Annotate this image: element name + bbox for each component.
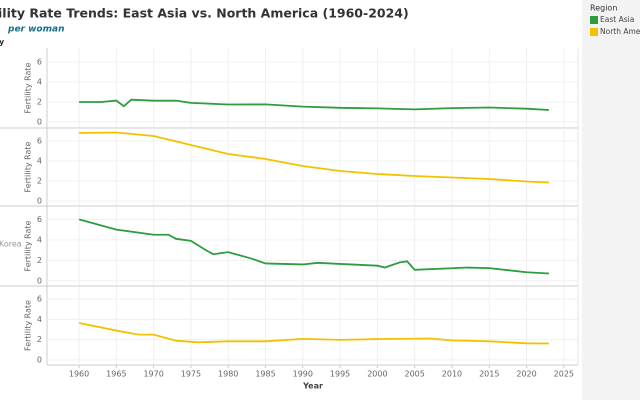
y-tick-label: 4 xyxy=(37,235,42,244)
title: ility Rate Trends: East Asia vs. North A… xyxy=(0,6,409,21)
line-series xyxy=(78,218,549,275)
y-axis-title: Fertility Rate xyxy=(24,62,33,113)
x-tick-label: 2025 xyxy=(554,370,574,379)
y-tick-label: 6 xyxy=(37,215,42,224)
y-axis-title: Fertility Rate xyxy=(24,220,33,271)
y-tick-label: 0 xyxy=(37,197,42,206)
x-tick-label: 2005 xyxy=(404,370,424,379)
x-tick-label: 2000 xyxy=(367,370,387,379)
y-tick-label: 0 xyxy=(37,355,42,364)
y-tick-label: 2 xyxy=(37,256,42,265)
y-axis-title: Fertility Rate xyxy=(24,141,33,192)
row-label: Korea xyxy=(0,240,22,249)
y-tick-label: 6 xyxy=(37,295,42,304)
x-tick-label: 1965 xyxy=(106,370,126,379)
y-axis-title: Fertility Rate xyxy=(24,300,33,351)
line-series xyxy=(79,98,549,111)
x-tick-label: 2010 xyxy=(442,370,462,379)
x-tick-label: 1975 xyxy=(181,370,201,379)
legend-panel xyxy=(582,0,640,400)
x-tick-label: 1995 xyxy=(330,370,350,379)
y-tick-label: 2 xyxy=(37,335,42,344)
line-series xyxy=(79,131,549,184)
y-tick-label: 4 xyxy=(37,315,42,324)
x-tick-label: 1985 xyxy=(255,370,275,379)
line-series xyxy=(78,322,549,345)
row-header: y xyxy=(0,38,5,47)
x-axis-title: Year xyxy=(302,382,323,391)
x-tick-label: 1980 xyxy=(218,370,238,379)
y-tick-label: 0 xyxy=(37,276,42,285)
x-tick-label: 1960 xyxy=(69,370,89,379)
subtitle: per woman xyxy=(7,25,64,35)
x-tick-label: 1990 xyxy=(293,370,313,379)
y-tick-label: 6 xyxy=(37,58,42,67)
legend-swatch xyxy=(590,16,598,24)
x-tick-label: 2015 xyxy=(479,370,499,379)
legend-label: North America xyxy=(600,27,640,36)
y-tick-label: 0 xyxy=(37,118,42,127)
legend-title: Region xyxy=(590,4,617,13)
legend-swatch xyxy=(590,28,598,36)
legend-label: East Asia xyxy=(600,15,634,24)
y-tick-label: 4 xyxy=(37,157,42,166)
x-tick-label: 1970 xyxy=(143,370,163,379)
y-tick-label: 2 xyxy=(37,98,42,107)
y-tick-label: 6 xyxy=(37,137,42,146)
x-tick-label: 2020 xyxy=(516,370,536,379)
y-tick-label: 2 xyxy=(37,177,42,186)
y-tick-label: 4 xyxy=(37,78,42,87)
